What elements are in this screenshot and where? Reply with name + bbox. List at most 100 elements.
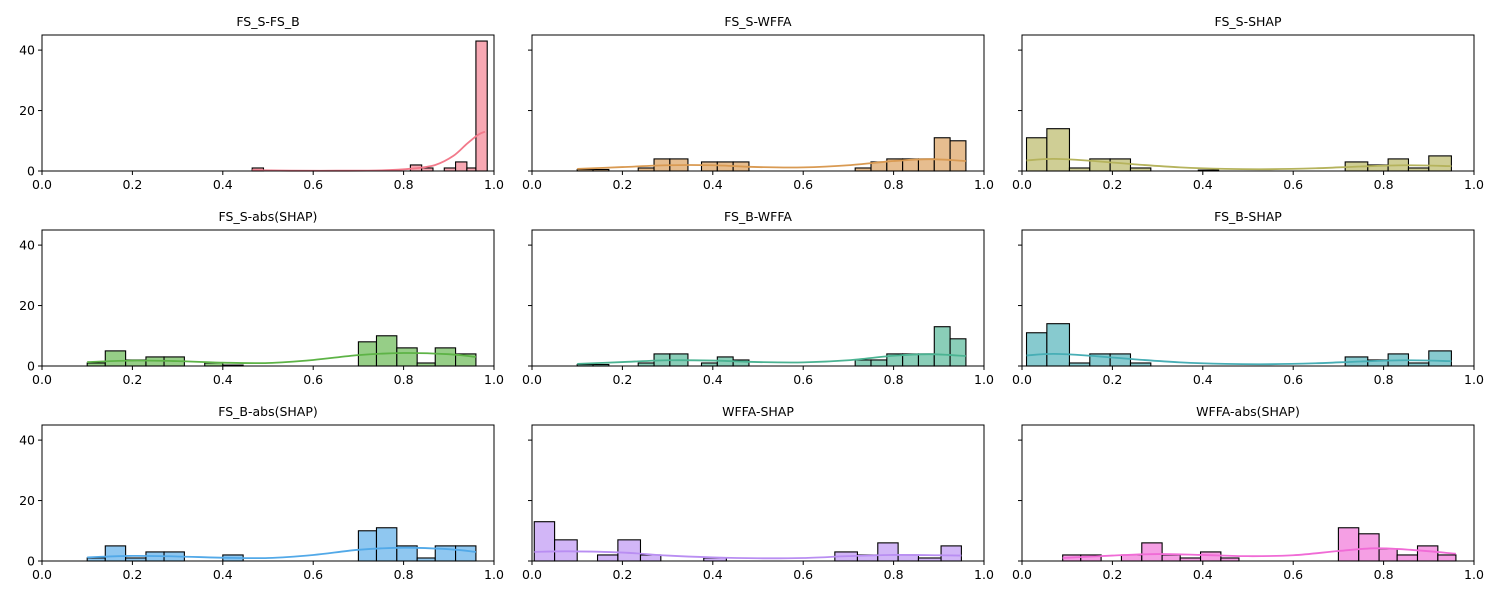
subplot-1: FS_S-FS_B 0.0 0.2 0.4 0.6 0.8 1.0 0 20 40 (19, 14, 504, 192)
subplot-title: FS_S-SHAP (1214, 14, 1281, 29)
x-tick-label: 1.0 (974, 567, 994, 582)
subplot-7: FS_B-abs(SHAP) 0.0 0.2 0.4 0.6 0.8 1.0 0 20 40 (19, 404, 504, 582)
subplot-title: FS_B-SHAP (1214, 209, 1282, 224)
histogram-bar (700, 161, 718, 172)
histogram-bar (533, 521, 556, 562)
subplot-4: FS_S-abs(SHAP) 0.0 0.2 0.4 0.6 0.8 1.0 0 20 40 (19, 209, 504, 387)
x-tick-label: 0.6 (303, 567, 323, 582)
x-tick-label: 0.4 (213, 372, 233, 387)
kde-curve (534, 550, 962, 560)
x-tick-label: 0.2 (1102, 567, 1122, 582)
subplot-5: FS_B-WFFA 0.0 0.2 0.4 0.6 0.8 1.0 (522, 209, 994, 387)
x-tick-label: 0.6 (1283, 567, 1303, 582)
subplot-title: FS_S-WFFA (724, 14, 792, 29)
x-tick-label: 0.0 (32, 177, 52, 192)
subplot-9: WFFA-abs(SHAP) 0.0 0.2 0.4 0.6 0.8 1.0 (1012, 404, 1484, 582)
x-tick-label: 0.2 (1102, 177, 1122, 192)
x-tick-label: 0.0 (32, 372, 52, 387)
axes-frame (1021, 424, 1475, 562)
histogram-bar (877, 542, 899, 562)
histogram-bar (1141, 542, 1163, 562)
histogram-bar (455, 161, 468, 172)
x-tick-label: 0.2 (612, 567, 632, 582)
kde-curve (1026, 353, 1452, 366)
kde-curve (577, 158, 966, 170)
x-tick-label: 1.0 (484, 567, 504, 582)
histogram-bar (1199, 551, 1222, 562)
subplot-8: WFFA-SHAP 0.0 0.2 0.4 0.6 0.8 1.0 (522, 404, 994, 582)
histogram-bar (396, 347, 418, 367)
x-tick-label: 0.2 (612, 372, 632, 387)
subplot-title: WFFA-abs(SHAP) (1196, 404, 1300, 419)
y-tick-label: 40 (19, 238, 35, 253)
axes-frame (531, 229, 985, 367)
x-tick-label: 0.8 (394, 372, 414, 387)
x-tick-label: 0.2 (1102, 372, 1122, 387)
histogram-bar (104, 545, 127, 562)
subplot-3: FS_S-SHAP 0.0 0.2 0.4 0.6 0.8 1.0 (1012, 14, 1484, 192)
histogram-bar (1025, 137, 1048, 172)
histogram-bar (434, 347, 457, 367)
subplot-title: WFFA-SHAP (722, 404, 794, 419)
x-tick-label: 0.2 (612, 177, 632, 192)
x-tick-label: 0.0 (32, 567, 52, 582)
histogram-bar (596, 554, 619, 562)
x-tick-label: 1.0 (1464, 372, 1484, 387)
histogram-bar (1109, 353, 1132, 367)
x-tick-label: 0.8 (394, 567, 414, 582)
histogram-bar (1416, 545, 1439, 562)
kde-curve (1062, 547, 1456, 559)
histogram-bar (1337, 527, 1360, 562)
y-tick-label: 20 (19, 298, 35, 313)
histogram-bar (949, 338, 967, 367)
histogram-bar (1161, 554, 1181, 562)
histogram-bar (933, 137, 951, 172)
x-tick-label: 1.0 (974, 372, 994, 387)
axes-frame (1021, 229, 1475, 367)
subplot-title: FS_S-FS_B (236, 14, 299, 29)
x-tick-label: 0.6 (1283, 372, 1303, 387)
y-tick-label: 20 (19, 493, 35, 508)
subplot-title: FS_B-abs(SHAP) (218, 404, 318, 419)
histogram-bar (1109, 158, 1132, 172)
x-tick-label: 0.2 (122, 372, 142, 387)
subplot-title: FS_B-WFFA (724, 209, 792, 224)
x-tick-label: 0.4 (703, 567, 723, 582)
x-tick-label: 0.4 (213, 567, 233, 582)
histogram-bar (933, 326, 951, 367)
x-tick-label: 0.6 (303, 177, 323, 192)
kde-curve (87, 546, 477, 560)
x-tick-label: 0.4 (213, 177, 233, 192)
kde-curve (87, 352, 477, 365)
y-tick-label: 0 (27, 359, 35, 374)
y-tick-label: 0 (27, 554, 35, 569)
x-tick-label: 0.6 (303, 372, 323, 387)
x-tick-label: 0.8 (394, 177, 414, 192)
histogram-bar (940, 545, 962, 562)
x-tick-label: 0.0 (1012, 177, 1032, 192)
kde-curve (577, 353, 966, 365)
x-tick-label: 0.4 (1193, 567, 1213, 582)
histogram-bar (854, 359, 872, 367)
axes-frame (41, 34, 495, 172)
histogram-bar (455, 545, 477, 562)
histogram-bar (1396, 554, 1419, 562)
x-tick-label: 1.0 (1464, 177, 1484, 192)
x-tick-label: 0.4 (1193, 372, 1213, 387)
histogram-bar (1046, 128, 1071, 172)
axes-frame (41, 424, 495, 562)
histogram-bar (1378, 548, 1398, 562)
histogram-bar (1046, 323, 1071, 367)
axes-frame (531, 34, 985, 172)
x-tick-label: 1.0 (974, 177, 994, 192)
x-tick-label: 0.8 (1374, 372, 1394, 387)
histogram-bar (1428, 155, 1452, 172)
x-tick-label: 0.4 (1193, 177, 1213, 192)
histogram-bar (1025, 332, 1048, 367)
axes-frame (531, 424, 985, 562)
subplot-2: FS_S-WFFA 0.0 0.2 0.4 0.6 0.8 1.0 (522, 14, 994, 192)
histogram-bar (1428, 350, 1452, 367)
histogram-bar (375, 335, 398, 367)
